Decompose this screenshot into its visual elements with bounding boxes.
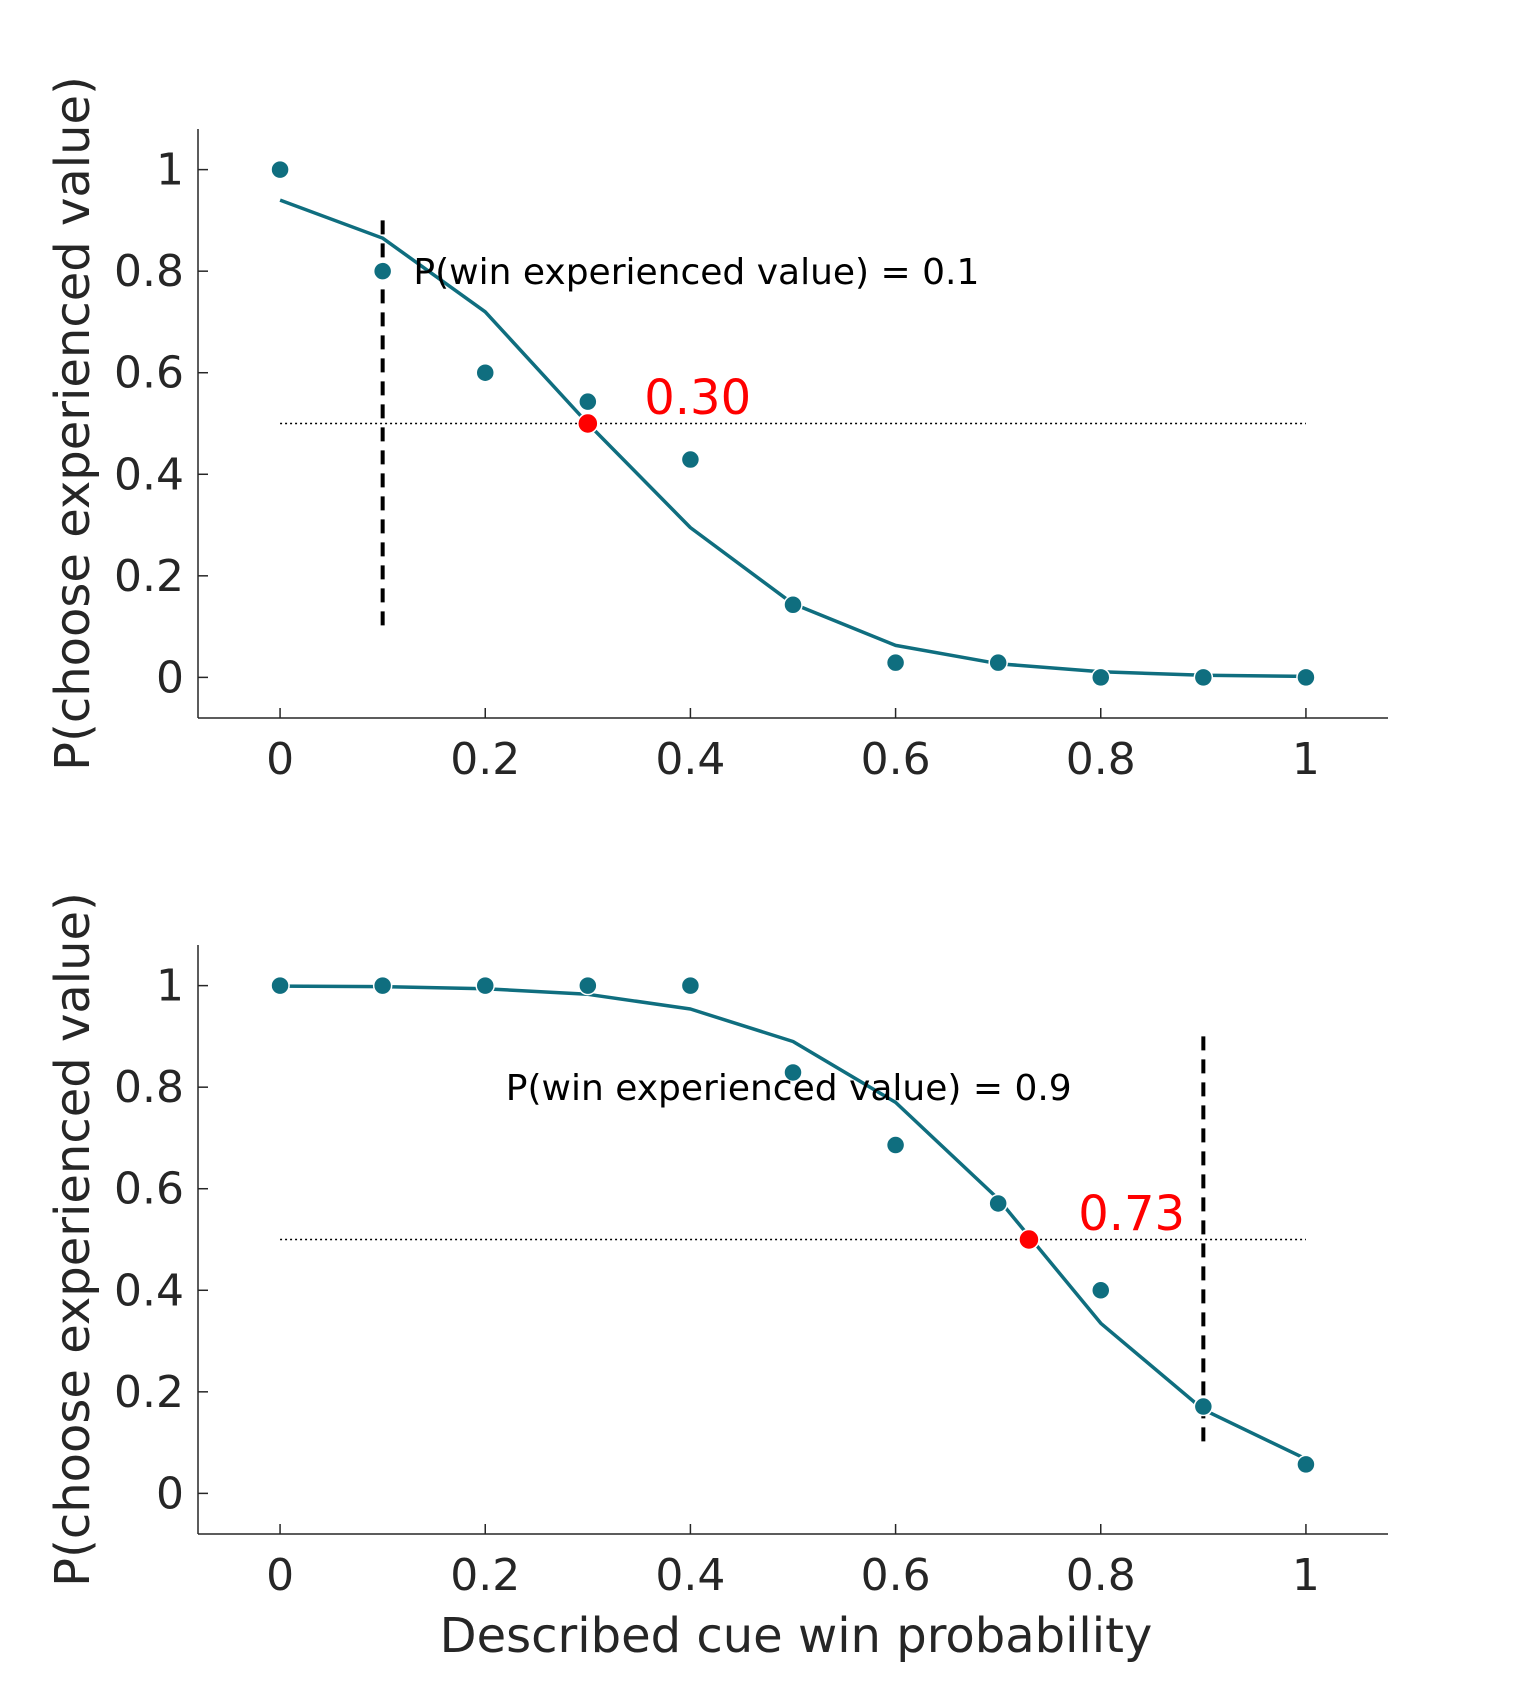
panel-1-data-point xyxy=(988,652,1008,673)
panel-2-data-point xyxy=(680,975,701,996)
panel-1-data-point xyxy=(1193,667,1214,688)
panel-2-y-axis-title: P(choose experienced value) xyxy=(45,892,101,1587)
panel-2-data-point xyxy=(578,975,598,996)
panel-1-annotation: P(win experienced value) = 0.1 xyxy=(413,252,979,293)
panel-2-y-tick-label: 0 xyxy=(156,1468,184,1519)
panel-1-y-tick-label: 0.8 xyxy=(114,246,184,297)
panel-2-x-tick-label: 0.2 xyxy=(450,1550,520,1601)
panel-1-x-tick-label: 0.4 xyxy=(655,734,725,785)
panel-2-y-tick-label: 1 xyxy=(156,961,184,1012)
panel-2-threshold-point xyxy=(1018,1228,1040,1251)
panel-2-annotation: P(win experienced value) = 0.9 xyxy=(506,1068,1072,1109)
panel-2-y-tick-label: 0.8 xyxy=(114,1062,184,1113)
panel-1-y-tick-label: 0.2 xyxy=(114,551,184,602)
panel-1-data-point xyxy=(578,391,598,412)
panel-2-data-point xyxy=(885,1135,906,1155)
panel-1-data-point xyxy=(885,652,906,673)
panel-1-y-tick-label: 0 xyxy=(156,652,184,703)
panel-1-data-point xyxy=(1091,667,1111,688)
panel-1-data-point xyxy=(680,449,701,470)
panel-2-fit-line xyxy=(280,984,1307,1461)
panel-1-data-point xyxy=(372,261,393,281)
panel-1-data-point xyxy=(475,362,495,383)
panel-2-data-point xyxy=(988,1193,1008,1214)
panel-2-data-point xyxy=(372,975,393,996)
panel-1-x-tick-label: 1 xyxy=(1292,734,1320,785)
panel-1-x-tick-label: 0 xyxy=(266,734,294,785)
panel-1-y-axis-title: P(choose experienced value) xyxy=(45,76,101,771)
panel-2-y-tick-label: 0.2 xyxy=(114,1367,184,1418)
panel-2-x-tick-label: 0.8 xyxy=(1066,1550,1136,1601)
panel-2-threshold-label: 0.73 xyxy=(1078,1186,1185,1242)
panel-1-x-tick-label: 0.8 xyxy=(1066,734,1136,785)
panel-2-y-tick-label: 0.4 xyxy=(114,1265,184,1316)
panel-2-x-tick-label: 0 xyxy=(266,1550,294,1601)
panel-1-x-tick-label: 0.6 xyxy=(861,734,931,785)
panel-2-data-point xyxy=(1296,1454,1316,1475)
panel-2-y-tick-label: 0.6 xyxy=(114,1164,184,1215)
panel-1-data-point xyxy=(1296,667,1316,688)
panel-2-x-tick-label: 1 xyxy=(1292,1550,1320,1601)
panel-1-y-tick-label: 0.6 xyxy=(114,348,184,399)
panel-2-x-tick-label: 0.6 xyxy=(861,1550,931,1601)
panel-1-data-point xyxy=(270,159,290,180)
panel-1-x-tick-label: 0.2 xyxy=(450,734,520,785)
panel-2-data-point xyxy=(1091,1280,1111,1301)
panel-1-y-tick-label: 1 xyxy=(156,145,184,196)
panel-1-y-tick-label: 0.4 xyxy=(114,449,184,500)
panel-2-data-point xyxy=(1193,1396,1214,1417)
panel-2-x-axis-title: Described cue win probability xyxy=(440,1608,1153,1664)
panel-1-data-point xyxy=(783,595,803,615)
panel-2-data-point xyxy=(475,975,495,996)
panel-2-data-point xyxy=(783,1062,803,1083)
panel-2-data-point xyxy=(270,975,290,996)
panel-1-threshold-point xyxy=(577,412,599,435)
panel-1-threshold-label: 0.30 xyxy=(644,370,751,426)
panel-2-x-tick-label: 0.4 xyxy=(655,1550,725,1601)
